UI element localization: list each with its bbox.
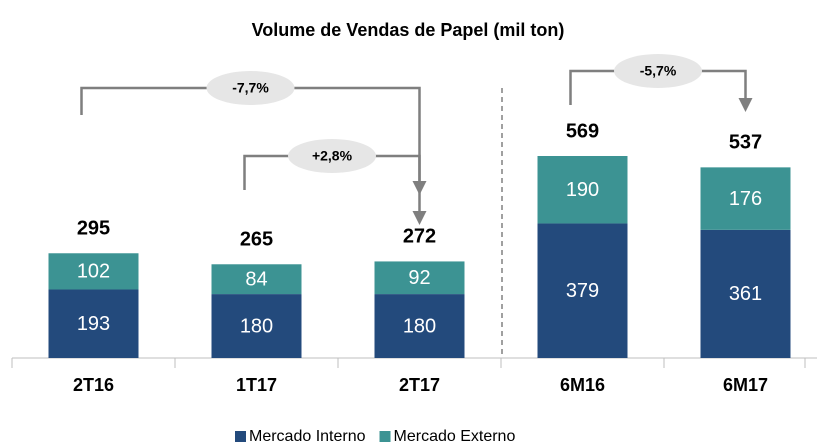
segment-label: 193 bbox=[77, 313, 110, 335]
segment-label: 190 bbox=[566, 179, 599, 201]
x-tick-label: 6M17 bbox=[723, 375, 768, 395]
total-label: 265 bbox=[240, 229, 273, 251]
total-label: 569 bbox=[566, 120, 599, 142]
x-tick-label: 6M16 bbox=[560, 375, 605, 395]
annotation-arrowhead bbox=[412, 211, 427, 225]
annotation-label: -5,7% bbox=[640, 63, 677, 79]
segment-label: 361 bbox=[729, 283, 762, 305]
total-label: 295 bbox=[77, 218, 110, 240]
x-tick-label: 2T16 bbox=[73, 375, 114, 395]
segment-label: 180 bbox=[403, 315, 436, 337]
annotation-bubble bbox=[614, 54, 702, 88]
bar-segment bbox=[48, 289, 139, 358]
chart-title: Volume de Vendas de Papel (mil ton) bbox=[252, 20, 565, 40]
legend-swatch bbox=[235, 431, 246, 442]
segment-label: 102 bbox=[77, 261, 110, 283]
x-tick-label: 1T17 bbox=[236, 375, 277, 395]
segment-label: 84 bbox=[245, 268, 267, 290]
bar-segment bbox=[700, 167, 791, 230]
total-label: 272 bbox=[403, 226, 436, 248]
annotation-label: +2,8% bbox=[312, 148, 353, 164]
legend-swatch bbox=[379, 431, 391, 442]
bar-segment bbox=[48, 253, 139, 290]
annotation-bubble bbox=[206, 71, 295, 105]
bar-segment bbox=[537, 156, 628, 224]
legend-label: Mercado Interno bbox=[249, 428, 366, 445]
bar-segment bbox=[700, 229, 791, 358]
x-tick-label: 2T17 bbox=[399, 375, 440, 395]
bar-segment bbox=[374, 261, 465, 295]
bar-segment bbox=[211, 294, 302, 358]
annotation-label: -7,7% bbox=[232, 80, 269, 96]
segment-label: 379 bbox=[566, 280, 599, 302]
segment-label: 92 bbox=[408, 267, 430, 289]
total-label: 537 bbox=[729, 132, 762, 154]
segment-label: 176 bbox=[729, 188, 762, 210]
bar-segment bbox=[211, 264, 302, 295]
bar-segment bbox=[374, 294, 465, 358]
legend-label: Mercado Externo bbox=[394, 428, 516, 445]
annotation-bubble bbox=[288, 139, 376, 173]
segment-label: 180 bbox=[240, 315, 273, 337]
annotation-arrowhead bbox=[412, 181, 427, 195]
annotation-arrowhead bbox=[738, 98, 753, 112]
bar-segment bbox=[537, 223, 628, 358]
